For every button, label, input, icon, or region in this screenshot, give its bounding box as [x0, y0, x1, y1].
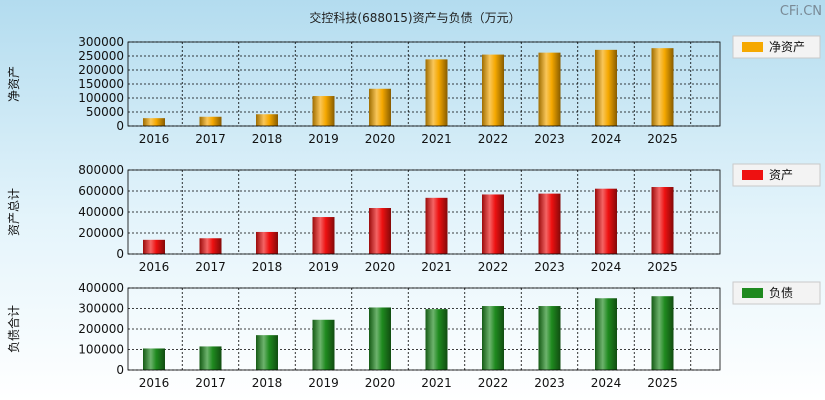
legend-box [732, 35, 821, 59]
y-tick-label: 100000 [78, 343, 124, 357]
legend-box [732, 281, 821, 305]
x-tick-label: 2017 [195, 132, 226, 146]
legend-box [732, 163, 821, 187]
y-tick-label: 200000 [78, 226, 124, 240]
legend-swatch [742, 170, 763, 180]
legend-label: 净资产 [769, 40, 805, 54]
bar-liabilities-2022 [482, 306, 504, 370]
bar-net-assets-2020 [369, 88, 391, 126]
plot-frame [127, 287, 721, 371]
bar-total-assets-2023 [538, 193, 561, 254]
x-tick-label: 2016 [139, 132, 170, 146]
x-tick-label: 2021 [421, 132, 452, 146]
x-tick-label: 2023 [534, 376, 565, 390]
y-tick-label: 150000 [78, 77, 124, 91]
x-tick-label: 2019 [308, 132, 339, 146]
y-tick-label: 300000 [78, 302, 124, 316]
bar-net-assets-2023 [538, 52, 561, 126]
bar-liabilities-2021 [425, 309, 448, 370]
y-tick-label: 200000 [78, 322, 124, 336]
bar-net-assets-2024 [595, 49, 617, 127]
bar-total-assets-2022 [482, 194, 504, 254]
x-tick-label: 2018 [252, 376, 283, 390]
bar-net-assets-2017 [199, 116, 222, 126]
x-tick-label: 2024 [591, 376, 622, 390]
x-tick-label: 2023 [534, 132, 565, 146]
legend-label: 资产 [769, 168, 793, 182]
x-tick-label: 2016 [139, 260, 170, 274]
x-tick-label: 2025 [647, 132, 678, 146]
y-tick-label: 400000 [78, 281, 124, 295]
x-tick-label: 2019 [308, 376, 339, 390]
x-tick-label: 2019 [308, 260, 339, 274]
plot-frame [127, 169, 721, 255]
bar-total-assets-2021 [425, 197, 448, 254]
bar-liabilities-2020 [369, 307, 391, 370]
bar-liabilities-2017 [199, 346, 222, 370]
bar-total-assets-2024 [595, 188, 617, 254]
x-tick-label: 2020 [365, 132, 396, 146]
x-tick-label: 2020 [365, 376, 396, 390]
x-tick-label: 2023 [534, 260, 565, 274]
bar-total-assets-2017 [199, 238, 222, 254]
watermark: CFi.CN [780, 4, 822, 19]
bar-liabilities-2019 [312, 319, 335, 370]
y-tick-label: 0 [116, 119, 124, 133]
x-tick-label: 2025 [647, 376, 678, 390]
x-tick-label: 2017 [195, 260, 226, 274]
bar-liabilities-2024 [595, 298, 617, 370]
y-tick-label: 400000 [78, 205, 124, 219]
bar-total-assets-2019 [312, 217, 335, 254]
bar-net-assets-2019 [312, 96, 335, 126]
legend-swatch [742, 288, 763, 298]
bar-total-assets-2025 [651, 187, 674, 254]
y-axis-label: 资产总计 [7, 188, 21, 236]
bar-net-assets-2018 [256, 114, 278, 126]
bar-liabilities-2016 [143, 348, 165, 370]
plot-frame [127, 41, 721, 127]
bar-net-assets-2025 [651, 48, 674, 126]
bar-total-assets-2020 [369, 208, 391, 254]
legend-label: 负债 [769, 286, 793, 300]
y-tick-label: 50000 [86, 105, 124, 119]
x-tick-label: 2018 [252, 132, 283, 146]
x-tick-label: 2018 [252, 260, 283, 274]
x-tick-label: 2024 [591, 260, 622, 274]
bar-net-assets-2021 [425, 59, 448, 126]
x-tick-label: 2022 [478, 260, 509, 274]
panel-total-assets: 0 200000 400000 600000 800000 2016 2017 2018 201… [7, 163, 821, 274]
bar-total-assets-2016 [143, 239, 165, 254]
bar-net-assets-2022 [482, 54, 504, 126]
x-tick-label: 2021 [421, 260, 452, 274]
x-tick-label: 2024 [591, 132, 622, 146]
bar-net-assets-2016 [143, 118, 165, 126]
y-tick-label: 250000 [78, 49, 124, 63]
bar-total-assets-2018 [256, 231, 278, 254]
panel-liabilities: 0 100000 200000 300000 400000 2016 2017 2018 201… [6, 281, 821, 390]
chart-title: 交控科技(688015)资产与负债（万元） [309, 10, 520, 25]
x-tick-label: 2017 [195, 376, 226, 390]
legend-swatch [742, 42, 763, 52]
bar-liabilities-2018 [256, 335, 278, 370]
x-tick-label: 2022 [478, 132, 509, 146]
x-tick-label: 2025 [647, 260, 678, 274]
y-tick-label: 0 [116, 363, 124, 377]
x-tick-label: 2016 [139, 376, 170, 390]
y-axis-label: 净资产 [7, 66, 21, 102]
y-tick-label: 0 [116, 247, 124, 261]
y-tick-label: 300000 [78, 35, 124, 49]
bar-liabilities-2023 [538, 306, 561, 370]
y-tick-label: 800000 [78, 163, 124, 177]
x-tick-label: 2020 [365, 260, 396, 274]
y-axis-label: 负债合计 [6, 305, 21, 353]
y-tick-label: 200000 [78, 63, 124, 77]
y-tick-label: 600000 [78, 184, 124, 198]
y-tick-label: 100000 [78, 91, 124, 105]
x-tick-label: 2022 [478, 376, 509, 390]
x-tick-label: 2021 [421, 376, 452, 390]
bar-liabilities-2025 [651, 296, 674, 370]
